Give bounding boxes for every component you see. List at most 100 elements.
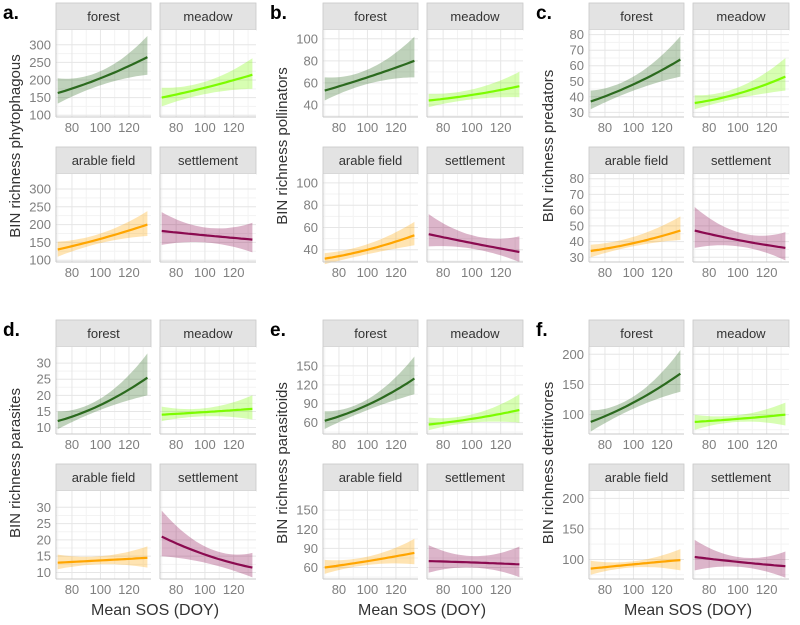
facet-strip	[159, 2, 257, 31]
x-tick-label: 80	[598, 120, 612, 135]
x-tick-label: 100	[357, 120, 379, 135]
x-tick-label: 120	[385, 582, 407, 597]
facet-meadow: meadow 80 100 120	[159, 319, 257, 452]
facet-meadow: meadow 80 100 120	[692, 2, 790, 135]
x-tick-label: 120	[490, 120, 512, 135]
x-tick-label: 80	[169, 582, 183, 597]
panel-label: e.	[270, 320, 286, 341]
facet-strip	[322, 146, 419, 175]
x-tick-label: 100	[623, 120, 645, 135]
y-tick-label: 40	[570, 89, 584, 104]
x-tick-label: 80	[598, 265, 612, 280]
y-tick-label: 60	[304, 75, 318, 90]
x-tick-label: 80	[65, 437, 79, 452]
confidence-band	[590, 549, 681, 575]
y-tick-label: 200	[562, 347, 584, 362]
y-tick-label: 20	[37, 532, 51, 547]
panel-label: a.	[3, 3, 19, 24]
y-tick-label: 80	[570, 27, 584, 42]
y-tick-label: 80	[304, 53, 318, 68]
facet-strip	[322, 463, 419, 492]
x-tick-label: 80	[65, 265, 79, 280]
x-tick-label: 80	[332, 120, 346, 135]
confidence-band	[57, 546, 148, 570]
y-tick-label: 15	[37, 549, 51, 564]
x-tick-label: 100	[90, 120, 112, 135]
y-tick-label: 100	[296, 175, 318, 190]
x-tick-label: 80	[169, 265, 183, 280]
y-tick-label: 150	[29, 235, 51, 250]
y-tick-label: 150	[562, 521, 584, 536]
x-tick-label: 80	[702, 265, 716, 280]
x-tick-label: 120	[651, 265, 673, 280]
confidence-band	[161, 58, 253, 107]
fit-line	[428, 85, 520, 102]
x-axis-title: Mean SOS (DOY)	[358, 602, 486, 619]
facet-strip-label: arable field	[339, 153, 403, 168]
confidence-band	[694, 539, 786, 578]
y-tick-label: 90	[304, 541, 318, 556]
facet-forest: forest 80 100 120 60 90 120 150	[296, 319, 419, 452]
x-tick-label: 80	[702, 120, 716, 135]
fit-line	[694, 229, 786, 249]
y-axis-title: BIN richness predators	[540, 70, 557, 223]
x-axis-title: Mean SOS (DOY)	[624, 602, 752, 619]
facet-strip-label: settlement	[178, 153, 238, 168]
fit-line	[57, 376, 149, 423]
facet-arable-field: arable field 80 100 120 40 60 80 100	[296, 146, 419, 280]
x-tick-label: 100	[194, 120, 216, 135]
y-tick-label: 10	[37, 565, 51, 580]
y-axis-title: BIN richness pollinators	[274, 67, 291, 225]
facet-strip-label: forest	[620, 326, 653, 341]
confidence-band	[694, 58, 786, 110]
confidence-band	[428, 214, 520, 262]
y-tick-label: 60	[304, 220, 318, 235]
x-tick-label: 80	[332, 582, 346, 597]
facet-strip	[55, 2, 152, 31]
x-tick-label: 120	[223, 582, 245, 597]
facet-settlement: settlement 80 100 120	[426, 146, 524, 280]
facet-meadow: meadow 80 100 120	[692, 319, 790, 452]
y-tick-label: 150	[29, 90, 51, 105]
confidence-band	[161, 395, 253, 422]
y-tick-label: 80	[304, 198, 318, 213]
x-tick-label: 120	[223, 437, 245, 452]
facet-strip-label: arable field	[605, 153, 669, 168]
facet-strip	[322, 319, 419, 348]
confidence-band	[161, 510, 253, 578]
y-tick-label: 60	[570, 203, 584, 218]
x-tick-label: 100	[727, 437, 749, 452]
fit-line	[324, 377, 416, 422]
x-tick-label: 120	[490, 265, 512, 280]
facet-strip-label: settlement	[178, 470, 238, 485]
y-axis-title: BIN richness parasites	[7, 388, 24, 538]
x-tick-label: 120	[385, 437, 407, 452]
fit-line	[161, 73, 253, 99]
fit-line	[694, 413, 786, 423]
y-tick-label: 150	[296, 503, 318, 518]
facet-arable-field: arable field 80 100 120 100 150 200	[562, 463, 685, 597]
x-tick-label: 100	[90, 265, 112, 280]
panel-label: c.	[536, 3, 552, 24]
x-tick-label: 100	[623, 265, 645, 280]
x-tick-label: 120	[651, 437, 673, 452]
facet-strip-label: arable field	[72, 470, 136, 485]
fit-line	[590, 559, 681, 570]
facet-settlement: settlement 80 100 120	[692, 146, 790, 280]
facet-strip	[159, 319, 257, 348]
x-tick-label: 100	[90, 582, 112, 597]
facet-strip-label: forest	[620, 9, 653, 24]
confidence-band	[161, 212, 253, 253]
fit-line	[428, 233, 520, 254]
x-tick-label: 80	[702, 582, 716, 597]
y-tick-label: 70	[570, 187, 584, 202]
fit-line	[161, 229, 253, 241]
y-tick-label: 30	[570, 250, 584, 265]
fit-line	[57, 56, 148, 95]
x-tick-label: 100	[90, 437, 112, 452]
facet-strip	[588, 463, 685, 492]
confidence-band	[57, 353, 148, 430]
